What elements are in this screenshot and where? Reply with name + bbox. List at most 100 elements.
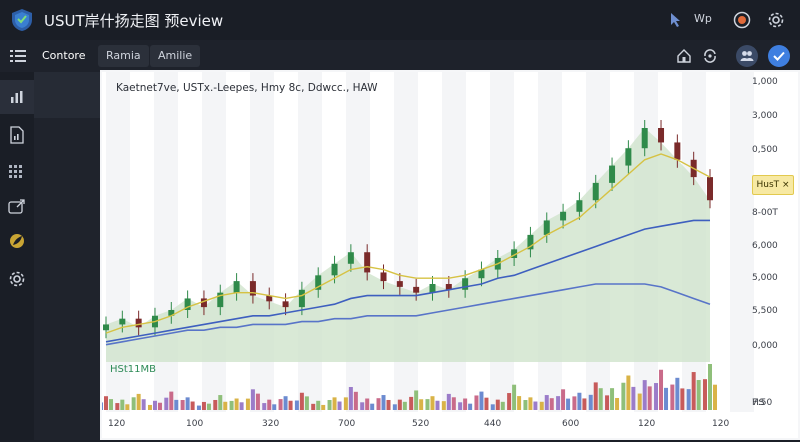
candle[interactable]	[396, 281, 403, 287]
sync-icon[interactable]	[700, 46, 720, 66]
candle[interactable]	[184, 298, 191, 310]
sidebar-item-chart[interactable]	[0, 80, 34, 114]
y-tick-label: 8-00T	[752, 208, 778, 218]
candle[interactable]	[103, 324, 109, 331]
users-icon[interactable]	[736, 45, 758, 67]
price-tag[interactable]: HusT ×	[752, 175, 794, 195]
candle[interactable]	[674, 142, 681, 160]
chart-legend-header: Kaetnet7ve, USTx.-Leepes, Hmy 8c, Ddwcc.…	[116, 82, 378, 94]
tab-ramia[interactable]: Ramia	[98, 45, 149, 67]
candle[interactable]	[282, 301, 289, 308]
candle[interactable]	[266, 295, 273, 302]
volume-bar	[104, 396, 108, 410]
candle[interactable]	[658, 128, 665, 143]
y-tick-label: 6,000	[752, 241, 778, 251]
chart-plot-area[interactable]	[99, 72, 798, 438]
volume-bar	[512, 384, 517, 410]
volume-bar	[164, 397, 169, 410]
volume-bar	[109, 399, 113, 410]
candle[interactable]	[429, 284, 436, 293]
candle[interactable]	[609, 165, 616, 183]
volume-bar	[185, 397, 190, 410]
candle[interactable]	[462, 278, 469, 290]
candle[interactable]	[315, 275, 322, 290]
chart-container	[99, 70, 800, 440]
candle[interactable]	[641, 128, 648, 149]
volume-bar	[654, 383, 659, 410]
candle[interactable]	[413, 286, 420, 293]
candle[interactable]	[527, 234, 534, 250]
volume-bar	[283, 396, 288, 410]
volume-bar	[572, 396, 577, 410]
sidebar-item-leaf[interactable]	[0, 224, 34, 258]
candle[interactable]	[249, 281, 256, 296]
check-icon[interactable]	[768, 45, 790, 67]
x-tick-label: 120	[108, 419, 126, 429]
candle[interactable]	[298, 289, 305, 308]
candle[interactable]	[478, 269, 485, 279]
volume-bar	[691, 372, 696, 410]
candle[interactable]	[560, 211, 567, 221]
volume-bar	[115, 403, 120, 410]
candle[interactable]	[135, 318, 142, 328]
y-tick-label: 3,000	[752, 111, 778, 121]
candle[interactable]	[625, 148, 632, 166]
y-tick-label: 5,000	[752, 273, 778, 283]
topbar-right-label[interactable]: Wp	[694, 12, 712, 25]
volume-bar	[386, 399, 391, 410]
x-tick-label: 440	[484, 419, 502, 429]
candle[interactable]	[233, 281, 240, 293]
candle[interactable]	[576, 200, 583, 212]
volume-bar	[435, 400, 440, 410]
candle[interactable]	[592, 182, 599, 201]
candle[interactable]	[331, 263, 338, 276]
volume-bar	[561, 389, 566, 410]
candle[interactable]	[445, 284, 452, 290]
menu-icon[interactable]	[8, 46, 28, 66]
candle[interactable]	[119, 318, 126, 325]
price-chart[interactable]	[99, 72, 798, 438]
alert-icon[interactable]	[732, 10, 752, 30]
app-logo-icon	[12, 9, 32, 31]
gear-icon[interactable]	[766, 10, 786, 30]
sidebar-item-settings[interactable]	[0, 262, 34, 296]
candle[interactable]	[511, 249, 518, 258]
volume-bar	[451, 397, 456, 410]
home-icon[interactable]	[674, 46, 694, 66]
volume-bar	[218, 395, 223, 410]
volume-bar	[670, 384, 675, 410]
volume-bar	[234, 398, 239, 410]
side-panel-selected[interactable]	[34, 72, 100, 118]
tab-contore[interactable]: Contore	[42, 49, 86, 62]
y-tick-label: 0,000	[752, 341, 778, 351]
cursor-icon[interactable]	[666, 10, 686, 30]
volume-bar	[272, 404, 277, 410]
volume-bar	[174, 399, 179, 410]
candle[interactable]	[168, 310, 175, 316]
volume-bar	[206, 403, 211, 410]
candle[interactable]	[543, 220, 550, 235]
volume-bar	[647, 386, 652, 410]
volume-bar	[321, 404, 326, 410]
volume-bar	[577, 392, 582, 410]
volume-bar	[190, 401, 195, 410]
volume-bar	[381, 395, 386, 410]
volume-bar	[479, 391, 484, 410]
candle[interactable]	[707, 177, 713, 201]
volume-bar	[213, 399, 218, 410]
top-bar: USUT岸什扬走图 预eview Wp	[0, 0, 800, 40]
volume-bar	[626, 375, 631, 410]
sidebar-item-export[interactable]	[0, 190, 34, 224]
sidebar-item-file-chart[interactable]	[0, 118, 34, 152]
x-tick-label: 320	[262, 419, 280, 429]
candle[interactable]	[364, 252, 371, 273]
volume-bar	[664, 387, 669, 410]
tab-amilie[interactable]: Amilie	[150, 45, 201, 67]
candle[interactable]	[200, 298, 207, 308]
volume-bar	[337, 401, 342, 410]
candle[interactable]	[380, 272, 387, 282]
candle[interactable]	[347, 252, 354, 264]
candle[interactable]	[217, 292, 224, 308]
volume-bar	[713, 384, 717, 410]
sidebar-item-grid[interactable]	[0, 156, 34, 190]
